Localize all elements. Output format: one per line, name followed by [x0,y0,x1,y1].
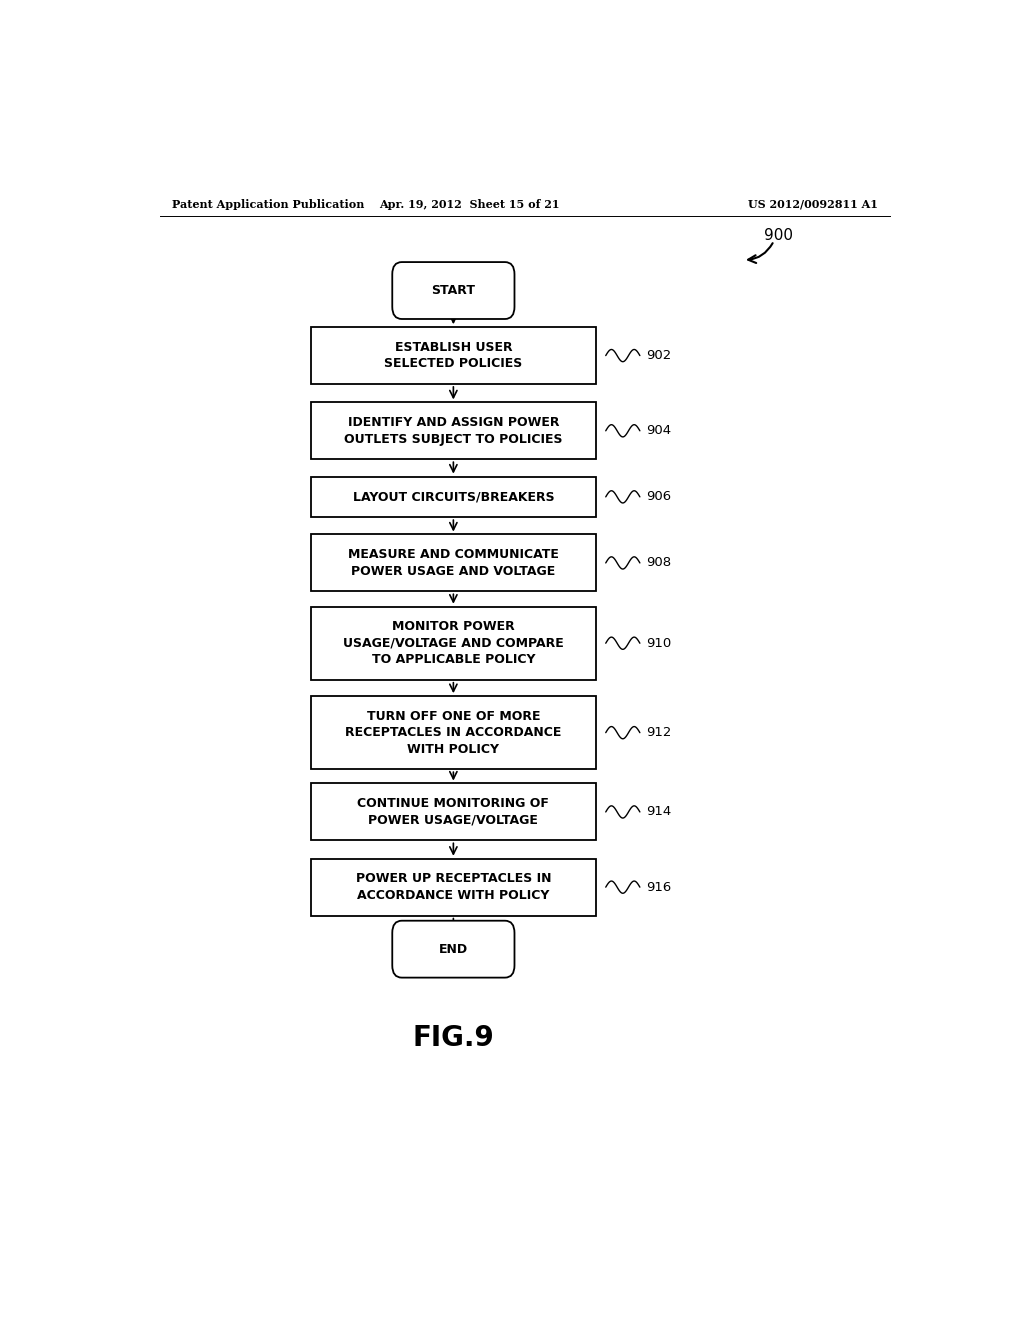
Text: END: END [439,942,468,956]
Text: 908: 908 [646,557,672,569]
Text: 914: 914 [646,805,672,818]
Text: ESTABLISH USER
SELECTED POLICIES: ESTABLISH USER SELECTED POLICIES [384,341,522,371]
FancyBboxPatch shape [392,263,514,319]
Text: 904: 904 [646,424,672,437]
Text: Apr. 19, 2012  Sheet 15 of 21: Apr. 19, 2012 Sheet 15 of 21 [379,198,559,210]
Text: 912: 912 [646,726,672,739]
Text: 916: 916 [646,880,672,894]
Text: POWER UP RECEPTACLES IN
ACCORDANCE WITH POLICY: POWER UP RECEPTACLES IN ACCORDANCE WITH … [355,873,551,902]
Text: FIG.9: FIG.9 [413,1023,495,1052]
Text: MEASURE AND COMMUNICATE
POWER USAGE AND VOLTAGE: MEASURE AND COMMUNICATE POWER USAGE AND … [348,548,559,578]
Text: 906: 906 [646,490,672,503]
Text: US 2012/0092811 A1: US 2012/0092811 A1 [749,198,878,210]
Text: IDENTIFY AND ASSIGN POWER
OUTLETS SUBJECT TO POLICIES: IDENTIFY AND ASSIGN POWER OUTLETS SUBJEC… [344,416,562,446]
Bar [310,535,596,591]
Text: CONTINUE MONITORING OF
POWER USAGE/VOLTAGE: CONTINUE MONITORING OF POWER USAGE/VOLTA… [357,797,549,826]
Text: Patent Application Publication: Patent Application Publication [172,198,364,210]
FancyBboxPatch shape [392,921,514,978]
Text: TURN OFF ONE OF MORE
RECEPTACLES IN ACCORDANCE
WITH POLICY: TURN OFF ONE OF MORE RECEPTACLES IN ACCO… [345,710,561,755]
Text: MONITOR POWER
USAGE/VOLTAGE AND COMPARE
TO APPLICABLE POLICY: MONITOR POWER USAGE/VOLTAGE AND COMPARE … [343,620,564,667]
Bar [310,859,596,916]
Text: 910: 910 [646,636,672,649]
Bar [310,607,596,680]
Text: 902: 902 [646,348,672,362]
Bar [310,696,596,770]
Bar [310,784,596,841]
Bar [310,403,596,459]
Bar [310,327,596,384]
Text: LAYOUT CIRCUITS/BREAKERS: LAYOUT CIRCUITS/BREAKERS [352,490,554,503]
Text: START: START [431,284,475,297]
Text: 900: 900 [764,228,794,243]
Bar [310,477,596,517]
